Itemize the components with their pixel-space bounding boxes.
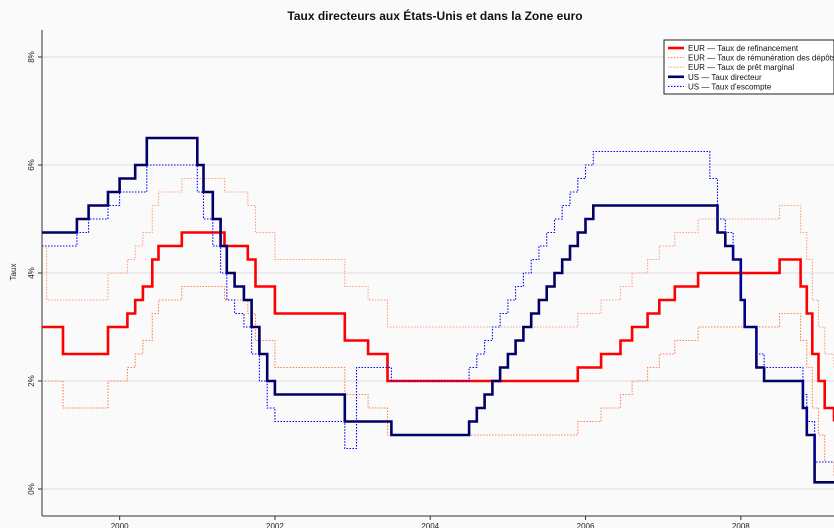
legend-label-eur_marginal: EUR — Taux de prêt marginal — [688, 63, 794, 72]
series-line-eur_refi — [42, 231, 834, 422]
legend-label-eur_depot: EUR — Taux de rémunération des dépôts — [688, 54, 834, 63]
y-tick-label: 6% — [27, 159, 36, 171]
series-lines — [42, 136, 834, 484]
legend-label-us_discount: US — Taux d'escompte — [688, 82, 772, 91]
series-line-us_discount — [42, 150, 834, 463]
legend-box — [663, 39, 834, 95]
x-tick-label: 2004 — [421, 522, 439, 528]
y-tick-label: 0% — [27, 483, 36, 495]
x-tick-label: 2006 — [577, 522, 595, 528]
x-tick-label: 2008 — [732, 522, 750, 528]
y-tick-label: 2% — [27, 375, 36, 387]
legend-label-us_target: US — Taux directeur — [688, 73, 762, 82]
series-line-eur_marginal — [42, 177, 834, 368]
x-tick-label: 2000 — [111, 522, 129, 528]
axes: 0% 2% 4% 6% 8% 2000 2002 2004 2006 2008 — [27, 30, 834, 528]
y-tick-label: 4% — [27, 267, 36, 279]
y-tick-label: 8% — [27, 51, 36, 63]
x-tick-label: 2002 — [266, 522, 284, 528]
legend-label-eur_refi: EUR — Taux de refinancement — [688, 44, 799, 53]
chart-title: Taux directeurs aux États-Unis et dans l… — [287, 8, 582, 23]
y-axis-label: Taux — [9, 264, 18, 281]
series-line-us_target — [42, 136, 834, 484]
